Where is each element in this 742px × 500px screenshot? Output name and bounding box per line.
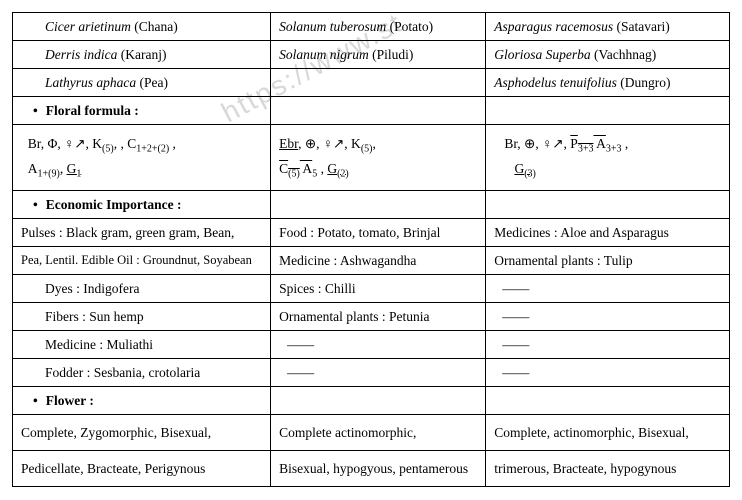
species-cell: Lathyrus aphaca (Pea)	[13, 69, 271, 97]
section-header: Economic Importance :	[13, 191, 271, 219]
table-row: Pedicellate, Bracteate, Perigynous Bisex…	[13, 451, 730, 487]
species-cell	[271, 69, 486, 97]
dash-cell: ——	[271, 359, 486, 387]
economic-cell: Spices : Chilli	[271, 275, 486, 303]
table-row: Fibers : Sun hemp Ornamental plants : Pe…	[13, 303, 730, 331]
empty-cell	[486, 387, 730, 415]
economic-cell: Ornamental plants : Petunia	[271, 303, 486, 331]
economic-cell: Dyes : Indigofera	[13, 275, 271, 303]
comparison-table: Cicer arietinum (Chana) Solanum tuberosu…	[12, 12, 730, 487]
economic-cell: Pea, Lentil. Edible Oil : Groundnut, Soy…	[13, 247, 271, 275]
species-cell: Solanum tuberosum (Potato)	[271, 13, 486, 41]
empty-cell	[271, 97, 486, 125]
table-row: Lathyrus aphaca (Pea) Asphodelus tenuifo…	[13, 69, 730, 97]
species-cell: Cicer arietinum (Chana)	[13, 13, 271, 41]
flower-cell: Complete, Zygomorphic, Bisexual,	[13, 415, 271, 451]
economic-cell: Fibers : Sun hemp	[13, 303, 271, 331]
dash-cell: ——	[486, 303, 730, 331]
dash-cell: ——	[486, 331, 730, 359]
table-row: Pea, Lentil. Edible Oil : Groundnut, Soy…	[13, 247, 730, 275]
flower-cell: Pedicellate, Bracteate, Perigynous	[13, 451, 271, 487]
floral-formula-cell: Br, ⊕, ♀↗, P3+3 A3+3 , G(3)	[486, 125, 730, 191]
economic-cell: Medicine : Ashwagandha	[271, 247, 486, 275]
species-cell: Gloriosa Superba (Vachhnag)	[486, 41, 730, 69]
species-cell: Asphodelus tenuifolius (Dungro)	[486, 69, 730, 97]
table-container: https://www.st Cicer arietinum (Chana) S…	[12, 12, 730, 487]
species-cell: Asparagus racemosus (Satavari)	[486, 13, 730, 41]
flower-cell: trimerous, Bracteate, hypogynous	[486, 451, 730, 487]
empty-cell	[271, 387, 486, 415]
dash-cell: ——	[486, 275, 730, 303]
floral-formula-cell: Ebr, ⊕, ♀↗, K(5), C(5) A5 , G(2)	[271, 125, 486, 191]
flower-cell: Complete, actinomorphic, Bisexual,	[486, 415, 730, 451]
table-row: Dyes : Indigofera Spices : Chilli ——	[13, 275, 730, 303]
economic-cell: Pulses : Black gram, green gram, Bean,	[13, 219, 271, 247]
economic-cell: Medicine : Muliathi	[13, 331, 271, 359]
table-row: Derris indica (Karanj) Solanum nigrum (P…	[13, 41, 730, 69]
species-cell: Solanum nigrum (Piludi)	[271, 41, 486, 69]
table-row: Flower :	[13, 387, 730, 415]
flower-cell: Complete actinomorphic,	[271, 415, 486, 451]
table-row: Fodder : Sesbania, crotolaria —— ——	[13, 359, 730, 387]
table-row: Complete, Zygomorphic, Bisexual, Complet…	[13, 415, 730, 451]
table-row: Cicer arietinum (Chana) Solanum tuberosu…	[13, 13, 730, 41]
empty-cell	[486, 191, 730, 219]
table-row: Floral formula :	[13, 97, 730, 125]
species-cell: Derris indica (Karanj)	[13, 41, 271, 69]
economic-cell: Ornamental plants : Tulip	[486, 247, 730, 275]
dash-cell: ——	[271, 331, 486, 359]
economic-cell: Fodder : Sesbania, crotolaria	[13, 359, 271, 387]
table-row: Economic Importance :	[13, 191, 730, 219]
section-header: Floral formula :	[13, 97, 271, 125]
table-row: Medicine : Muliathi —— ——	[13, 331, 730, 359]
table-row: Br, Φ, ♀↗, K(5), , C1+2+(2) , A1+(9), G1…	[13, 125, 730, 191]
floral-formula-cell: Br, Φ, ♀↗, K(5), , C1+2+(2) , A1+(9), G1	[13, 125, 271, 191]
economic-cell: Medicines : Aloe and Asparagus	[486, 219, 730, 247]
empty-cell	[486, 97, 730, 125]
dash-cell: ——	[486, 359, 730, 387]
section-header: Flower :	[13, 387, 271, 415]
flower-cell: Bisexual, hypogyous, pentamerous	[271, 451, 486, 487]
table-row: Pulses : Black gram, green gram, Bean, F…	[13, 219, 730, 247]
economic-cell: Food : Potato, tomato, Brinjal	[271, 219, 486, 247]
empty-cell	[271, 191, 486, 219]
